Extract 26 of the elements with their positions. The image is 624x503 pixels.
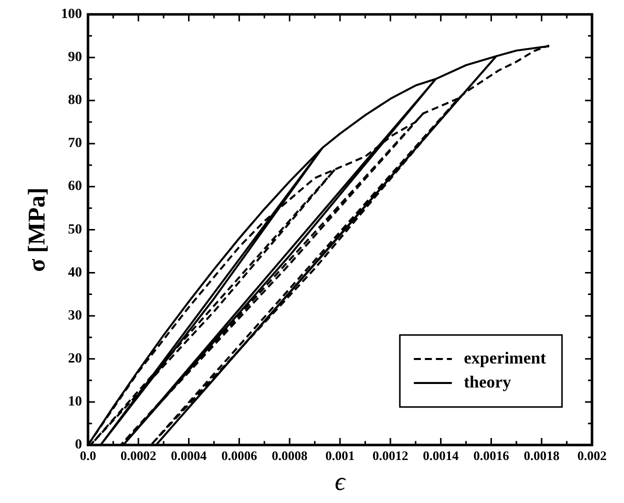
x-tick-label: 0.0012 <box>372 448 408 464</box>
y-tick-label: 20 <box>68 351 82 366</box>
x-tick-label: 0.0008 <box>272 448 308 464</box>
y-tick-label: 30 <box>68 308 82 324</box>
y-tick-label: 50 <box>68 222 82 238</box>
y-tick-label: 90 <box>68 50 82 66</box>
y-tick-label: 70 <box>68 136 82 152</box>
x-tick-label: 0.002 <box>577 448 607 464</box>
y-tick-label: 80 <box>68 93 82 108</box>
x-tick-label: 0.001 <box>325 448 355 464</box>
x-tick-label: 0.0018 <box>524 448 560 464</box>
x-tick-label: 0.0016 <box>473 448 510 464</box>
x-tick-label: 0.0 <box>80 448 96 464</box>
y-tick-label: 60 <box>68 179 82 194</box>
x-tick-label: 0.0004 <box>170 448 208 464</box>
legend-label: experiment <box>464 348 546 368</box>
x-tick-label: 0.0006 <box>221 448 258 464</box>
y-axis-title: σ [MPa] <box>24 188 51 272</box>
y-tick-label: 40 <box>68 265 82 280</box>
y-tick-label: 100 <box>61 7 82 22</box>
legend-label: theory <box>464 372 512 392</box>
x-tick-label: 0.0002 <box>120 448 156 464</box>
x-tick-label: 0.0014 <box>422 448 460 464</box>
y-tick-label: 10 <box>68 394 82 410</box>
x-axis-title: ϵ <box>334 467 347 496</box>
y-tick-label: 0 <box>75 438 82 453</box>
